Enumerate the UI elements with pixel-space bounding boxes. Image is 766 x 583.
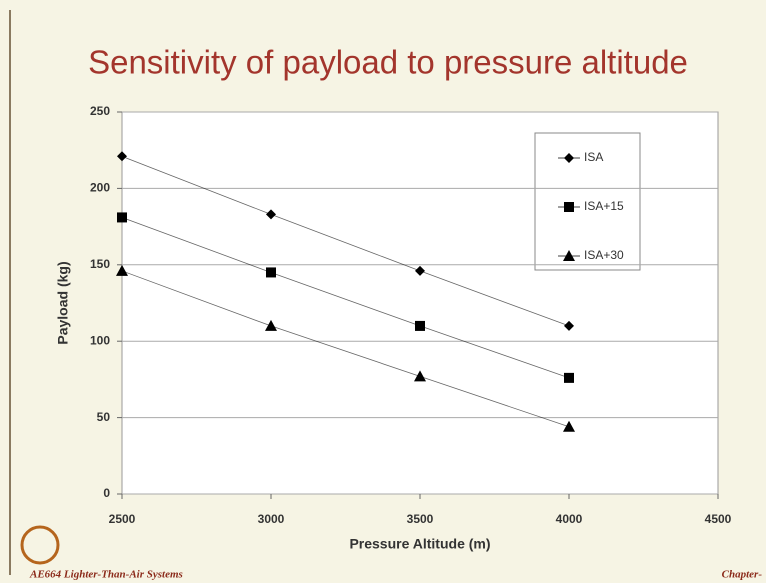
x-tick-label: 4000 — [556, 512, 583, 526]
y-tick-label: 100 — [90, 333, 110, 347]
marker-triangle — [265, 319, 277, 331]
legend — [534, 132, 641, 271]
x-axis-label: Pressure Altitude (m) — [349, 536, 490, 552]
y-tick-label: 200 — [90, 181, 110, 195]
legend-label: ISA+15 — [584, 199, 624, 213]
series-line — [121, 155, 570, 327]
series-line — [121, 270, 570, 428]
marker-triangle — [414, 370, 426, 382]
marker-diamond — [564, 153, 574, 163]
marker-triangle — [116, 264, 128, 276]
y-tick-label: 50 — [97, 410, 111, 424]
x-tick-label: 3000 — [258, 512, 285, 526]
marker-diamond — [117, 151, 127, 162]
marker-triangle — [563, 420, 575, 432]
y-tick-label: 0 — [103, 486, 110, 500]
series-line — [121, 217, 570, 379]
legend-label: ISA — [584, 150, 603, 164]
marker-triangle — [563, 250, 575, 261]
chart-title: Sensitivity of payload to pressure altit… — [88, 44, 688, 81]
marker-square — [266, 267, 276, 278]
marker-square — [564, 202, 574, 212]
x-tick-label: 3500 — [407, 512, 434, 526]
marker-diamond — [266, 209, 276, 220]
marker-square — [117, 212, 127, 223]
x-tick-label: 2500 — [109, 512, 136, 526]
footer-right: Chapter- — [722, 569, 763, 581]
marker-square — [564, 372, 574, 383]
y-axis-label: Payload (kg) — [55, 261, 71, 344]
marker-square — [415, 320, 425, 331]
y-tick-label: 150 — [90, 257, 110, 271]
marker-diamond — [564, 320, 574, 331]
footer-left: AE664 Lighter-Than-Air Systems — [29, 569, 183, 581]
marker-diamond — [415, 265, 425, 276]
y-tick-label: 250 — [90, 104, 110, 118]
x-tick-label: 4500 — [705, 512, 732, 526]
logo — [20, 525, 60, 565]
legend-label: ISA+30 — [584, 248, 624, 262]
